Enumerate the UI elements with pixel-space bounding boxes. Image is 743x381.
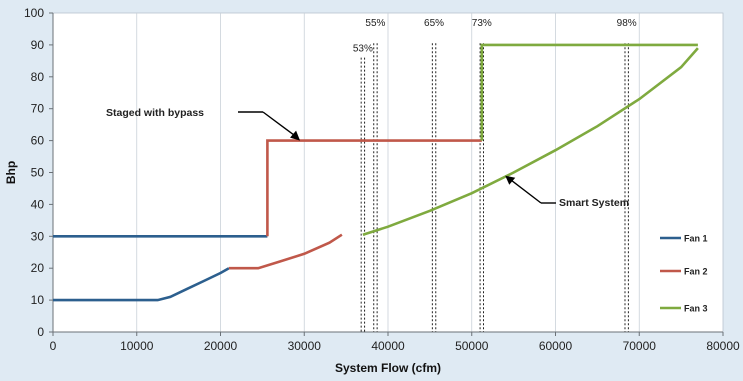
legend-label: Fan 2 [684,267,708,277]
reference-label: 65% [424,18,444,29]
y-tick-label: 50 [31,166,45,180]
annotation-label: Staged with bypass [106,107,204,119]
annotation-arrow [262,111,297,138]
legend-label: Fan 3 [684,304,708,314]
x-tick-label: 10000 [120,339,154,353]
x-axis-title: System Flow (cfm) [335,361,441,375]
x-tick-label: 80000 [706,339,740,353]
y-tick-label: 30 [31,229,45,243]
reference-label: 55% [365,18,385,29]
annotation-arrowhead [290,130,301,141]
y-tick-label: 0 [37,325,44,339]
y-tick-label: 80 [31,70,45,84]
reference-label: 73% [472,18,492,29]
x-tick-label: 50000 [455,339,489,353]
y-tick-label: 10 [31,293,45,307]
reference-label: 53% [353,43,373,54]
reference-label: 98% [617,18,637,29]
series-fan-1-line [53,267,230,302]
series-fan-3-line [362,47,699,236]
x-tick-label: 0 [50,339,57,353]
y-tick-label: 100 [24,6,44,20]
y-tick-label: 90 [31,38,45,52]
x-tick-label: 60000 [539,339,573,353]
x-tick-label: 20000 [204,339,238,353]
annotation-label: Smart System [559,197,629,209]
series-fan-2-line [266,139,482,237]
x-tick-label: 70000 [623,339,657,353]
x-tick-label: 30000 [288,339,322,353]
y-axis-title: Bhp [4,161,18,184]
annotation-arrowhead [505,175,516,185]
series-fan-2-line [228,233,343,270]
x-tick-label: 40000 [371,339,405,353]
annotation-arrow [508,178,542,204]
series-fan-3-line [480,43,698,141]
y-tick-label: 40 [31,197,45,211]
y-tick-label: 70 [31,102,45,116]
legend-label: Fan 1 [684,234,708,244]
y-tick-label: 60 [31,134,45,148]
y-tick-label: 20 [31,261,45,275]
